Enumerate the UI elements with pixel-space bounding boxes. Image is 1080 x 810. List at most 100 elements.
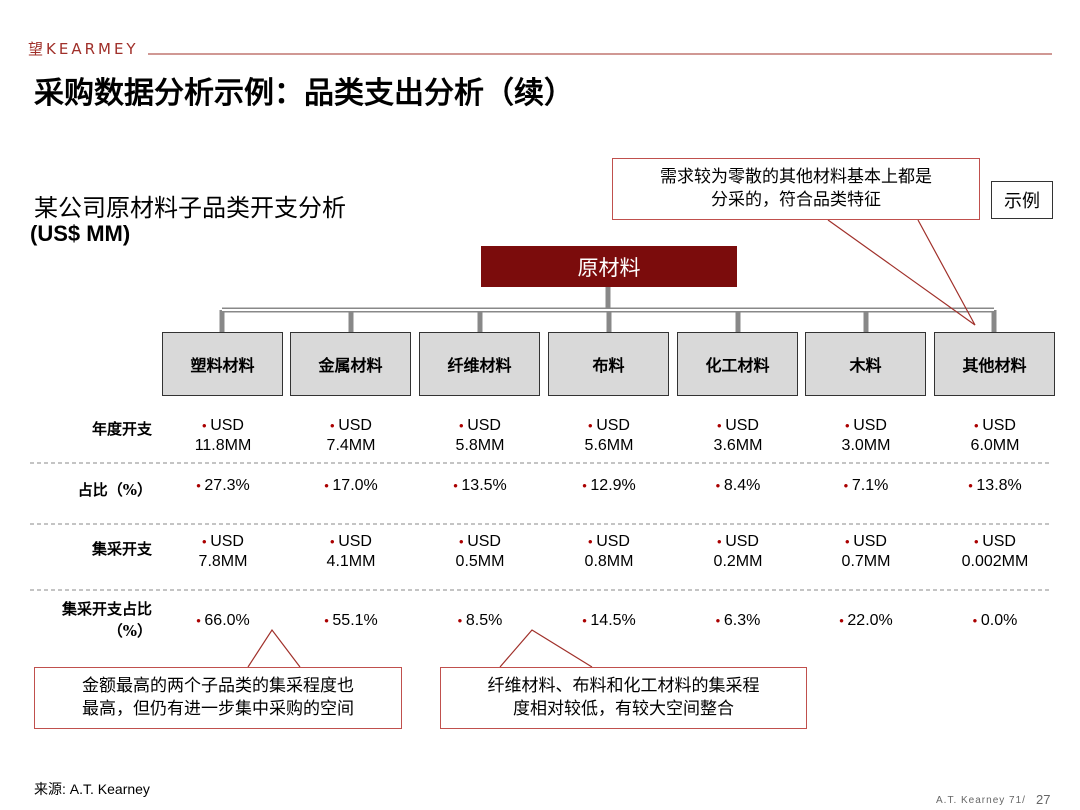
- cell-line: USD: [931, 416, 1059, 436]
- table-cell: 12.9%: [545, 476, 673, 496]
- subtitle: 某公司原材料子品类开支分析: [34, 194, 346, 222]
- cell-line: USD: [931, 532, 1059, 552]
- cell-line: 0.2MM: [713, 553, 763, 570]
- cell-line: 55.1%: [287, 611, 415, 631]
- table-cell: 66.0%: [159, 611, 287, 631]
- cell-line: 6.3%: [674, 611, 802, 631]
- table-cell: 7.1%: [802, 476, 930, 496]
- cell-line: USD: [416, 416, 544, 436]
- table-cell: 0.0%: [931, 611, 1059, 631]
- cell-line: 13.5%: [416, 476, 544, 496]
- table-cell: 13.5%: [416, 476, 544, 496]
- tree-node: 塑料材料: [162, 332, 283, 396]
- source: 来源: A.T. Kearney: [34, 781, 150, 797]
- page-number: 27: [1036, 792, 1051, 807]
- cell-line: USD: [159, 416, 287, 436]
- cell-line: 5.6MM: [584, 437, 634, 454]
- unit: (US$ MM): [30, 221, 131, 246]
- table-cell: 14.5%: [545, 611, 673, 631]
- cell-line: 8.5%: [416, 611, 544, 631]
- cell-line: 12.9%: [545, 476, 673, 496]
- cell-line: 7.4MM: [326, 437, 376, 454]
- table-cell: 8.4%: [674, 476, 802, 496]
- cell-line: USD: [545, 416, 673, 436]
- tree-node: 化工材料: [677, 332, 798, 396]
- cell-line: 0.7MM: [841, 553, 891, 570]
- callout-line: 金额最高的两个子品类的集采程度也: [82, 676, 354, 696]
- cell-line: USD: [802, 532, 930, 552]
- cell-line: 7.8MM: [198, 553, 248, 570]
- callout: 金额最高的两个子品类的集采程度也 最高，但仍有进一步集中采购的空间: [34, 667, 402, 729]
- row-label-line: 集采开支: [91, 540, 152, 558]
- cell-line: USD: [287, 416, 415, 436]
- callout-line: 需求较为零散的其他材料基本上都是: [660, 167, 932, 187]
- callout: 需求较为零散的其他材料基本上都是 分采的，符合品类特征: [612, 158, 980, 220]
- table-cell: 22.0%: [802, 611, 930, 631]
- table-cell: 27.3%: [159, 476, 287, 496]
- cell-line: 7.1%: [802, 476, 930, 496]
- cell-line: 27.3%: [159, 476, 287, 496]
- row-label: 集采开支占比 （%）: [62, 598, 152, 642]
- cell-line: USD: [802, 416, 930, 436]
- cell-line: 5.8MM: [455, 437, 505, 454]
- cell-line: USD: [545, 532, 673, 552]
- row-label-line: （%）: [107, 622, 152, 640]
- cell-line: USD: [416, 532, 544, 552]
- callout-line: 度相对较低，有较大空间整合: [513, 699, 734, 719]
- cell-line: 22.0%: [802, 611, 930, 631]
- row-label-line: 年度开支: [91, 420, 152, 438]
- cell-line: 6.0MM: [970, 437, 1020, 454]
- cell-line: 4.1MM: [326, 553, 376, 570]
- tag: 示例: [991, 181, 1053, 219]
- callout-line: 纤维材料、布料和化工材料的集采程: [487, 676, 760, 696]
- cell-line: 8.4%: [674, 476, 802, 496]
- title: 采购数据分析示例：品类支出分析（续）: [34, 76, 574, 111]
- cell-line: 0.0%: [931, 611, 1059, 631]
- cell-line: 11.8MM: [194, 437, 252, 454]
- table-cell: 13.8%: [931, 476, 1059, 496]
- tree-node: 木料: [805, 332, 926, 396]
- row-label: 占比（%）: [78, 479, 152, 501]
- cell-line: 3.0MM: [841, 437, 891, 454]
- row-label-line: 集采开支占比: [61, 600, 152, 618]
- cell-line: 0.002MM: [961, 553, 1029, 570]
- table-cell: 55.1%: [287, 611, 415, 631]
- cell-line: USD: [674, 532, 802, 552]
- callout: 纤维材料、布料和化工材料的集采程 度相对较低，有较大空间整合: [440, 667, 807, 729]
- cell-line: USD: [287, 532, 415, 552]
- cell-line: 17.0%: [287, 476, 415, 496]
- tree-node: 纤维材料: [419, 332, 540, 396]
- cell-line: 66.0%: [159, 611, 287, 631]
- cell-line: 13.8%: [931, 476, 1059, 496]
- tree-node: 其他材料: [934, 332, 1055, 396]
- tree-node: 布料: [548, 332, 669, 396]
- logo: 望KEARMEY: [28, 40, 139, 58]
- callout-line: 分采的，符合品类特征: [711, 190, 881, 210]
- row-label-line: 占比（%）: [77, 481, 152, 499]
- cell-line: USD: [674, 416, 802, 436]
- row-dividers: [30, 462, 1052, 591]
- table-cell: 6.3%: [674, 611, 802, 631]
- cell-line: 3.6MM: [713, 437, 763, 454]
- tree-root: 原材料: [481, 246, 737, 287]
- cell-line: 14.5%: [545, 611, 673, 631]
- row-label: 年度开支: [92, 418, 152, 440]
- cell-line: 0.5MM: [455, 553, 505, 570]
- table-cell: 17.0%: [287, 476, 415, 496]
